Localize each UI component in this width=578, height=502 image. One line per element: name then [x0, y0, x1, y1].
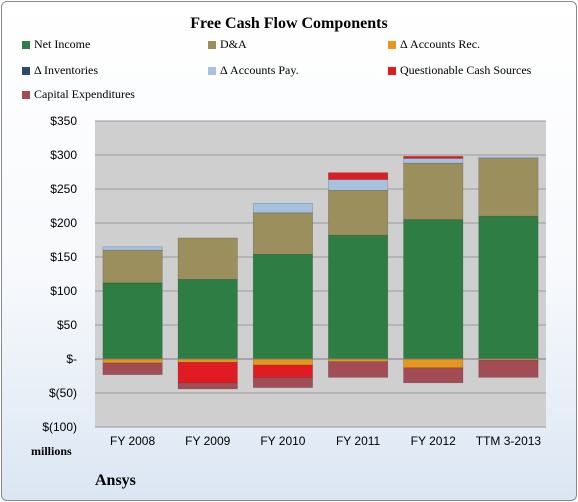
legend-label: Net Income: [34, 37, 91, 51]
x-tick-label: FY 2011: [336, 434, 381, 448]
bar-segment: [177, 362, 238, 384]
legend-item: Questionable Cash Sources: [388, 63, 531, 78]
bar-segment: [478, 215, 539, 360]
x-tick-label: FY 2012: [411, 434, 456, 448]
bar-segment: [478, 158, 539, 217]
legend-swatch: [388, 40, 396, 49]
legend-swatch: [208, 66, 216, 75]
y-tick-label: $150: [50, 250, 77, 264]
legend-swatch: [388, 66, 396, 75]
legend-swatch: [208, 40, 216, 49]
x-tick-label: FY 2009: [185, 434, 230, 448]
x-tick-label: FY 2008: [110, 434, 155, 448]
legend-item: D&A: [208, 37, 247, 52]
legend-label: Δ Accounts Rec.: [400, 37, 481, 51]
legend-label: Capital Expenditures: [34, 87, 135, 101]
y-tick-label: $-: [66, 352, 77, 366]
bar-segment: [328, 361, 389, 378]
bar-segment: [252, 364, 313, 378]
bar-segment: [252, 253, 313, 360]
bar-segment: [328, 190, 389, 236]
legend-label: Questionable Cash Sources: [400, 63, 532, 77]
bar-segment: [403, 158, 464, 164]
bar-segment: [252, 377, 313, 388]
y-tick-label: $200: [50, 216, 77, 230]
bar-segment: [403, 219, 464, 360]
legend-item: Δ Inventories: [22, 63, 98, 78]
bar-segment: [102, 362, 163, 375]
bar-segment: [252, 358, 313, 366]
bar-segment: [478, 156, 539, 159]
bar-segment: [403, 367, 464, 384]
chart-title: Free Cash Flow Components: [190, 15, 388, 32]
legend-item: Δ Accounts Pay.: [208, 63, 299, 78]
bar-segment: [177, 279, 238, 360]
x-tick-label: TTM 3-2013: [476, 434, 542, 448]
bar-segment: [403, 156, 464, 159]
legend-label: Δ Inventories: [34, 63, 99, 77]
plot-area: [95, 121, 546, 427]
bar-segment: [328, 172, 389, 180]
bar-segment: [102, 249, 163, 284]
legend-swatch: [22, 90, 30, 99]
bar-segment: [252, 212, 313, 255]
y-tick-label: $(50): [49, 386, 77, 400]
bar-segment: [177, 237, 238, 280]
legend-item: Δ Accounts Rec.: [388, 37, 480, 52]
y-tick-label: $250: [50, 182, 77, 196]
legend-label: Δ Accounts Pay.: [220, 63, 299, 77]
company-name: Ansys: [95, 472, 136, 489]
units-label: millions: [31, 444, 72, 458]
bar-segment: [177, 382, 238, 390]
bar-segment: [328, 179, 389, 191]
y-tick-label: $(100): [42, 420, 77, 434]
bar-segment: [328, 234, 389, 360]
bar-segment: [177, 358, 238, 363]
legend-swatch: [22, 66, 30, 75]
bar-segment: [102, 282, 163, 360]
y-tick-label: $100: [50, 284, 77, 298]
bar-segment: [252, 202, 313, 214]
y-tick-label: $50: [57, 318, 77, 332]
bar-segment: [102, 246, 163, 251]
bar-segment: [403, 162, 464, 220]
bar-segment: [102, 358, 163, 364]
bar-segment: [403, 358, 464, 369]
legend-item: Capital Expenditures: [22, 87, 135, 102]
legend-item: Net Income: [22, 37, 90, 52]
y-tick-label: $350: [50, 114, 77, 128]
x-tick-label: FY 2010: [260, 434, 305, 448]
y-tick-label: $300: [50, 148, 77, 162]
legend-swatch: [22, 40, 30, 49]
bar-segment: [478, 360, 539, 378]
legend-label: D&A: [220, 37, 247, 51]
